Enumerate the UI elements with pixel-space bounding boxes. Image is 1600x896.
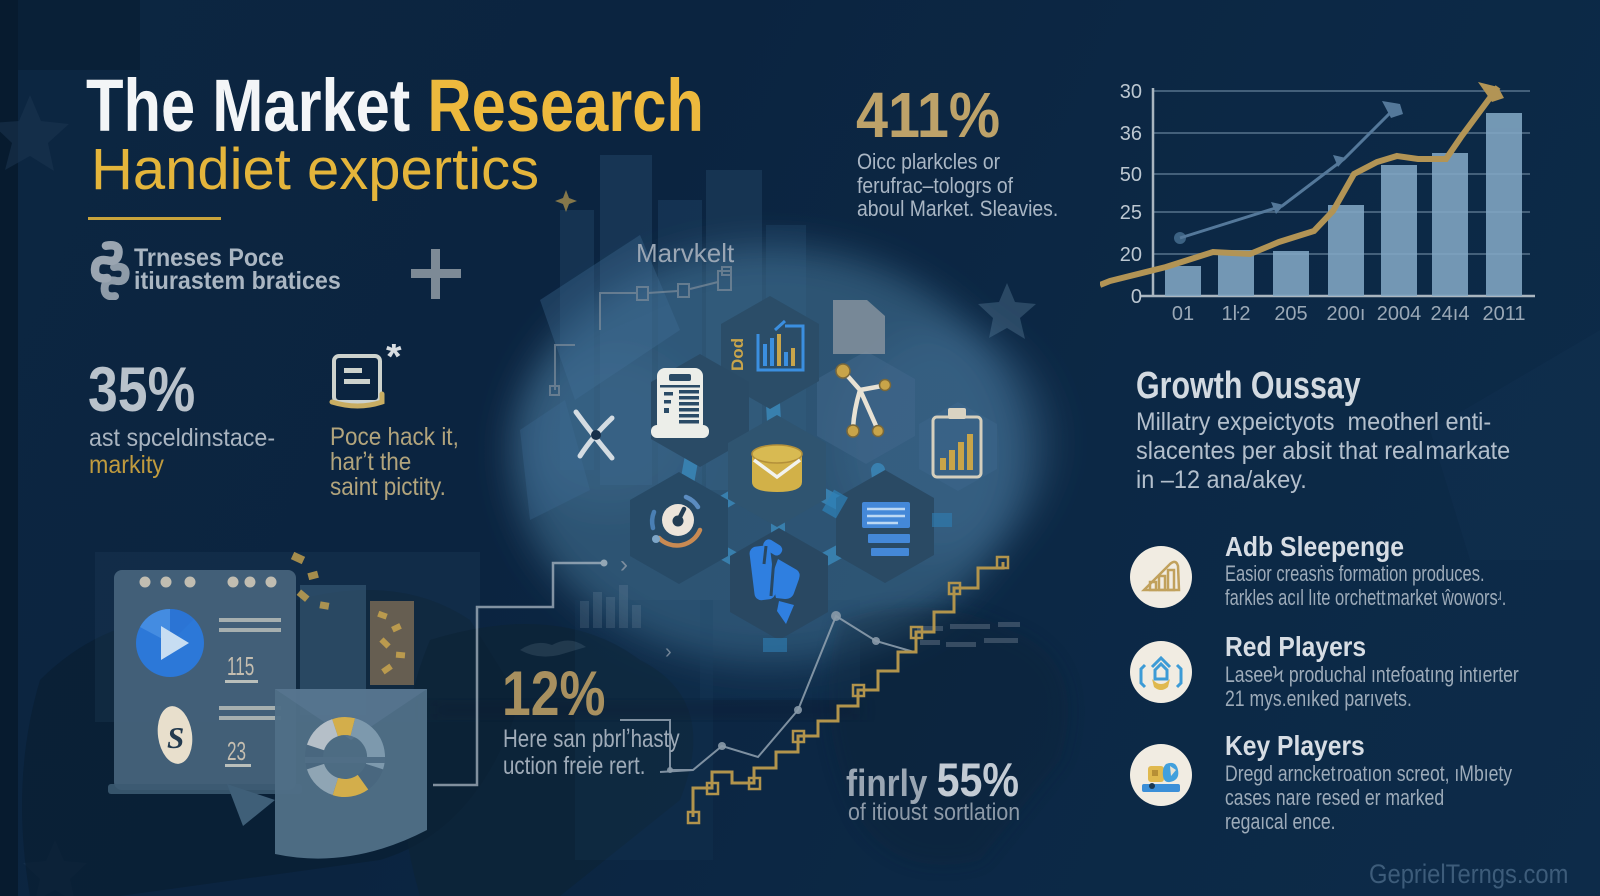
svg-text:*: * <box>386 344 402 379</box>
svg-text:30: 30 <box>1120 81 1142 103</box>
svg-text:›: › <box>620 555 628 578</box>
svg-text:0: 0 <box>1131 286 1142 308</box>
svg-text:01: 01 <box>1172 303 1194 325</box>
svg-text:36: 36 <box>1120 123 1142 145</box>
svg-text:25: 25 <box>1120 202 1142 224</box>
svg-text:24ı4: 24ı4 <box>1431 303 1470 325</box>
svg-text:2011: 2011 <box>1482 303 1525 325</box>
svg-text:S: S <box>167 720 184 755</box>
svg-text:23: 23 <box>227 736 246 766</box>
svg-text:Marvkelt: Marvkelt <box>636 238 735 268</box>
svg-text:200ı: 200ı <box>1327 303 1366 325</box>
svg-text:50: 50 <box>1120 164 1142 186</box>
svg-text:20: 20 <box>1120 244 1142 266</box>
svg-text:115: 115 <box>227 651 254 681</box>
svg-text:Dod: Dod <box>728 338 747 371</box>
svg-text:›: › <box>665 641 672 663</box>
svg-text:205: 205 <box>1274 303 1307 325</box>
svg-text:1ŀ2: 1ŀ2 <box>1222 303 1251 325</box>
svg-text:2004: 2004 <box>1377 303 1422 325</box>
